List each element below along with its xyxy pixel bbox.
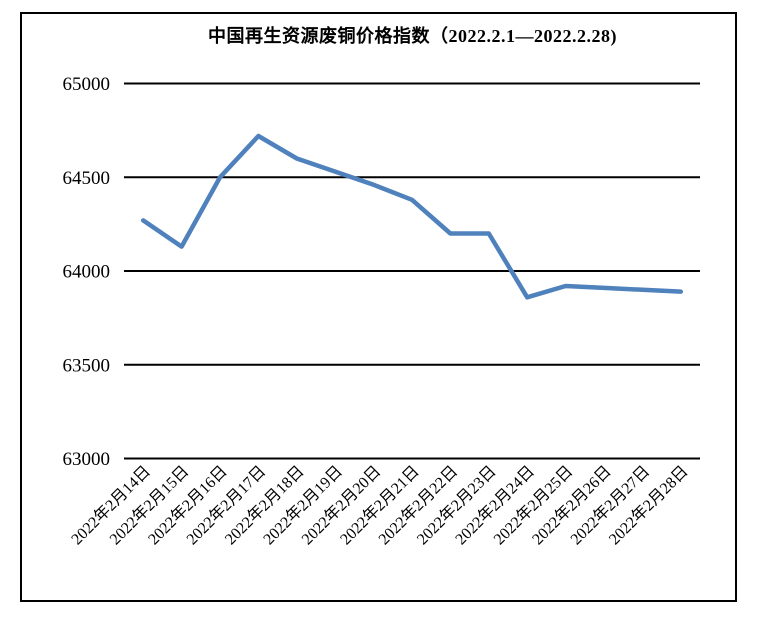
chart-frame: 中国再生资源废铜价格指数（2022.2.1—2022.2.28) 65000 64… <box>20 12 737 602</box>
y-axis-tick-label: 64000 <box>63 262 111 283</box>
chart-title: 中国再生资源废铜价格指数（2022.2.1—2022.2.28) <box>208 26 617 46</box>
y-axis-tick-label: 64500 <box>63 168 111 189</box>
price-index-line <box>140 133 684 300</box>
y-axis-tick-label: 63000 <box>63 449 111 470</box>
y-axis-tick-label: 63500 <box>63 355 111 376</box>
price-index-line-chart: 65000645006400063500630002022年2月14日2022年… <box>63 74 700 548</box>
y-axis-tick-label: 65000 <box>63 74 111 95</box>
